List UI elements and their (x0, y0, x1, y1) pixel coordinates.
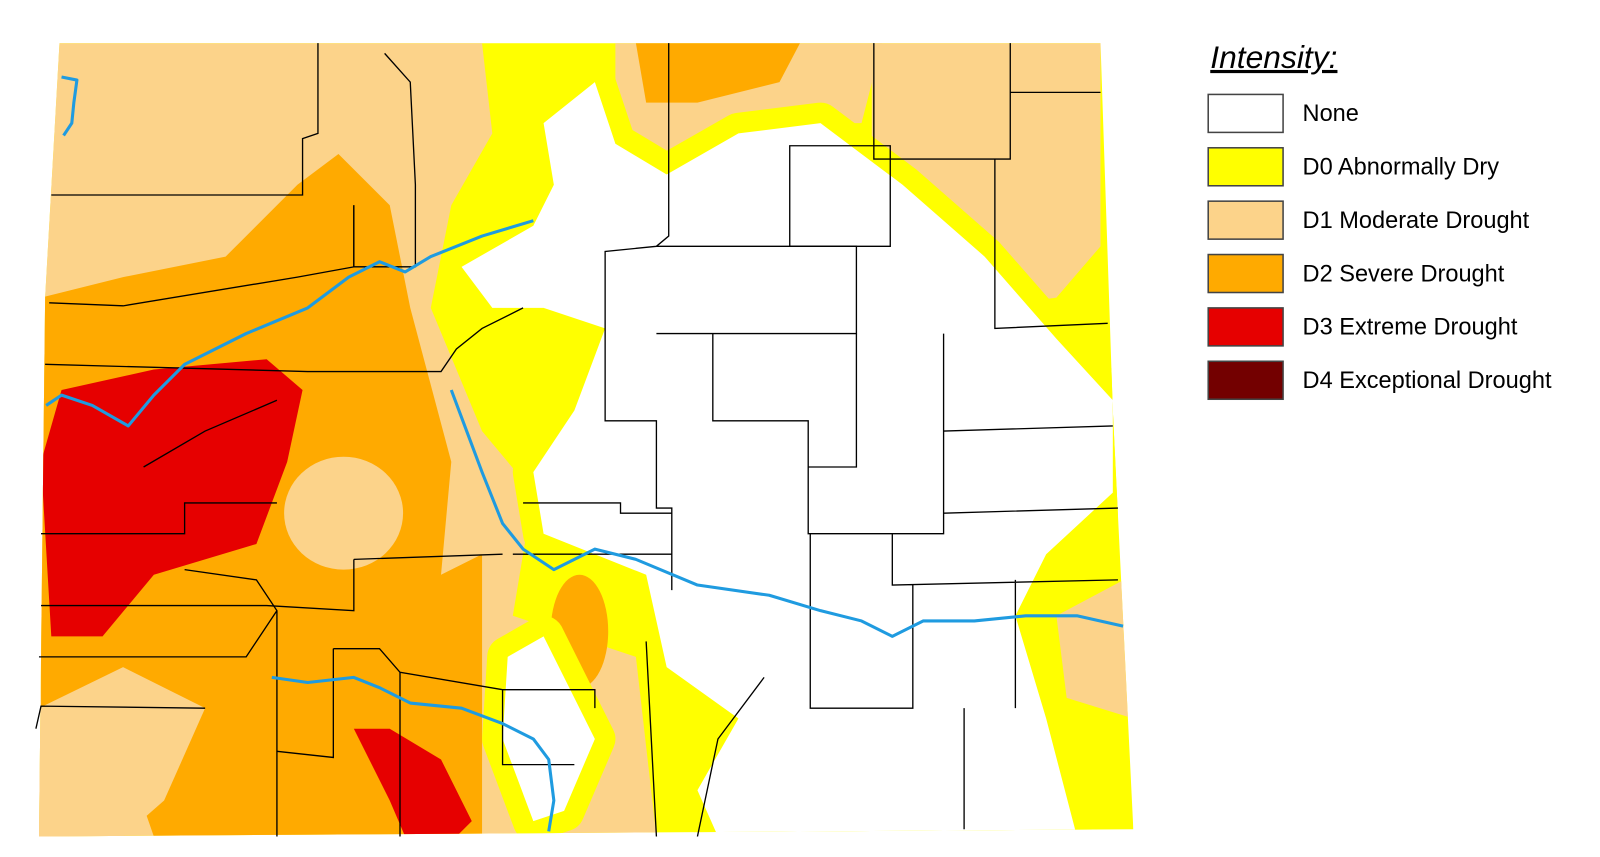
legend-swatch (1207, 147, 1284, 187)
county-lines (35, 43, 1118, 837)
d1-area (1056, 574, 1134, 719)
legend-swatch (1207, 93, 1284, 134)
legend-label: D4 Exceptional Drought (1303, 367, 1552, 393)
d3-area (41, 359, 303, 637)
legend-label: None (1303, 100, 1359, 126)
d3-area (353, 728, 472, 837)
legend-label: D2 Severe Drought (1303, 260, 1505, 286)
d2-area (635, 43, 800, 103)
legend-swatch (1207, 307, 1284, 347)
legend-swatch (1207, 360, 1284, 401)
legend-swatch (1207, 253, 1284, 294)
d1-area (284, 456, 404, 570)
legend-swatch (1207, 200, 1284, 240)
none-area (461, 82, 1113, 837)
legend-label: D1 Moderate Drought (1303, 207, 1530, 233)
d1-area (871, 43, 1101, 308)
d1-area (38, 667, 206, 837)
legend-title: Intensity: (1210, 39, 1337, 75)
legend-label: D3 Extreme Drought (1303, 314, 1518, 340)
legend-label: D0 Abnormally Dry (1303, 154, 1500, 180)
rivers (45, 75, 1124, 832)
legend: Intensity: None D0 Abnormally Dry D1 Moder… (1207, 39, 1552, 401)
map-regions (38, 43, 1134, 837)
